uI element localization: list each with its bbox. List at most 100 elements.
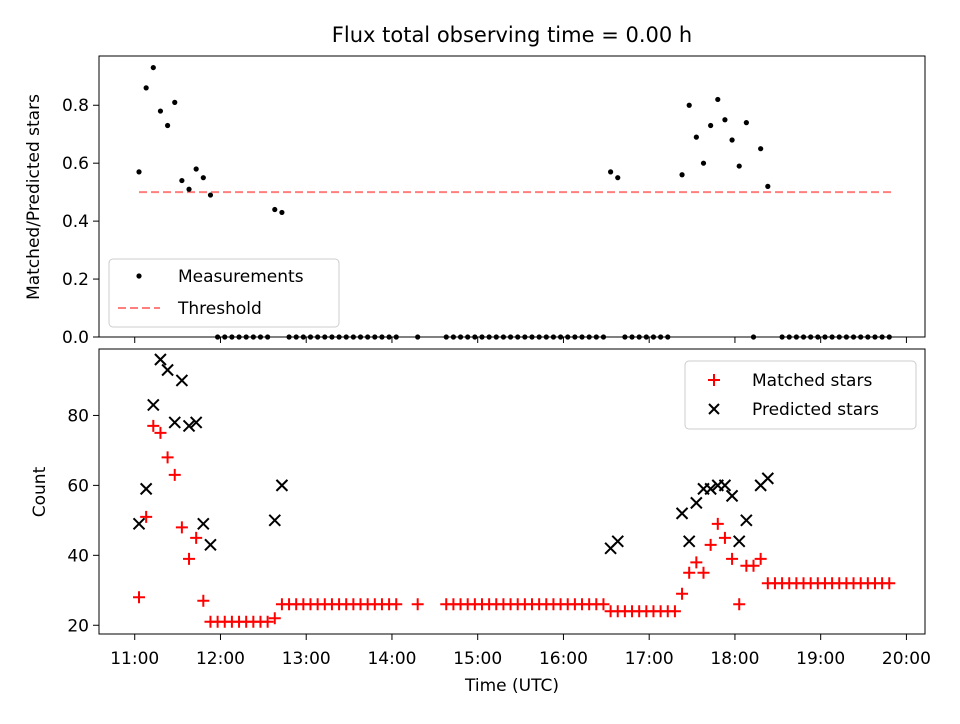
bottom-y-ticks: 20 40 60 80: [67, 406, 99, 636]
matched-star-point: [704, 538, 717, 551]
predicted-star-point: [718, 479, 732, 492]
matched-star-point: [726, 552, 739, 565]
matched-star-point: [754, 552, 767, 565]
matched-star-point: [261, 615, 274, 628]
measurement-point: [186, 186, 192, 192]
measurement-point: [679, 172, 685, 178]
measurement-point: [736, 163, 742, 169]
measurement-point: [193, 166, 199, 172]
measurement-point: [722, 117, 728, 123]
top-legend-box: [108, 258, 340, 328]
bottom-plot-frame: [98, 348, 926, 635]
predicted-star-point: [139, 482, 153, 496]
predicted-star-point: [189, 416, 203, 429]
predicted-star-point: [682, 535, 696, 548]
predicted-star-point: [611, 535, 624, 548]
predicted-star-point: [182, 419, 196, 433]
top-y-tick-label: 0.2: [62, 270, 89, 290]
matched-star-point: [197, 594, 210, 607]
matched-star-point: [154, 426, 167, 439]
predicted-star-point: [161, 363, 174, 377]
matched-star-point: [733, 598, 746, 611]
measurement-point: [207, 192, 214, 198]
predicted-star-point: [275, 479, 289, 492]
bottom-x-tick-label: 14:00: [367, 649, 416, 669]
measurement-point: [164, 122, 171, 129]
matched-star-point: [668, 605, 681, 618]
predicted-star-point: [761, 472, 775, 485]
matched-star-point: [597, 598, 610, 611]
matched-star-point: [683, 566, 696, 579]
measurement-point: [708, 122, 714, 129]
matched-star-point: [175, 521, 188, 534]
measurement-point: [743, 120, 749, 126]
top-plot-frame: [98, 55, 926, 338]
measurement-point: [693, 134, 699, 140]
measurement-point: [729, 137, 735, 143]
top-y-tick-label: 0.0: [62, 328, 89, 348]
matched-star-point: [147, 419, 160, 432]
bottom-x-axis-label: Time (UTC): [464, 676, 559, 696]
top-legend: Measurements Threshold: [108, 258, 340, 328]
measurement-point: [765, 183, 771, 189]
matched-star-point: [711, 517, 724, 530]
predicted-star-point: [175, 374, 189, 387]
top-y-axis-label: Matched/Predicted stars: [24, 94, 44, 300]
bottom-x-tick-label: 15:00: [453, 649, 502, 669]
predicted-star-point: [132, 517, 146, 531]
bottom-legend-box: [684, 360, 917, 430]
matched-star-point: [190, 531, 203, 544]
legend-measurements-label: Measurements: [178, 267, 304, 287]
measurement-point: [608, 169, 614, 175]
measurement-point: [758, 146, 764, 152]
top-chart-title: Flux total observing time = 0.00 h: [332, 23, 692, 47]
predicted-star-point: [675, 507, 689, 520]
bottom-x-tick-label: 20:00: [882, 649, 931, 669]
measurement-point: [172, 99, 178, 105]
legend-predicted-marker: [708, 403, 720, 415]
matched-star-point: [411, 598, 424, 611]
measurement-point: [200, 175, 206, 181]
top-y-tick-label: 0.6: [62, 154, 89, 174]
measurement-point: [157, 108, 164, 114]
matched-star-point: [390, 598, 403, 611]
legend-matched-label: Matched stars: [752, 371, 872, 391]
bottom-x-tick-label: 18:00: [710, 649, 759, 669]
bottom-x-tick-label: 17:00: [625, 649, 674, 669]
bottom-legend: Matched stars Predicted stars: [684, 360, 917, 430]
measurement-point: [136, 169, 142, 175]
predicted-star-point: [168, 416, 181, 429]
top-axes: 0.00.20.40.60.8 Matched/Predicted stars …: [24, 55, 926, 348]
bottom-y-tick-label: 80: [67, 406, 89, 426]
bottom-data-markers: [132, 353, 896, 628]
bottom-x-tick-label: 19:00: [796, 649, 845, 669]
measurement-point: [615, 175, 621, 181]
top-y-tick-label: 0.8: [62, 96, 89, 116]
predicted-star-point: [147, 398, 160, 412]
measurement-point: [279, 209, 285, 216]
matched-star-point: [140, 510, 153, 523]
measurement-point: [715, 96, 721, 103]
bottom-x-ticks: 11:00 12:00 13:00 14:00 15:00 16:00 17:00 18:00…: [110, 634, 931, 669]
bottom-y-tick-label: 20: [67, 616, 89, 636]
measurement-point: [150, 64, 156, 71]
measurement-point: [700, 160, 707, 166]
top-y-tick-label: 0.4: [62, 212, 89, 232]
bottom-x-tick-label: 11:00: [110, 649, 159, 669]
predicted-star-point: [690, 496, 703, 510]
matched-star-point: [747, 559, 760, 572]
predicted-star-point: [197, 517, 210, 531]
legend-threshold-label: Threshold: [177, 299, 262, 319]
matched-star-point: [161, 451, 174, 464]
legend-measurements-marker: [136, 273, 142, 279]
matched-star-point: [718, 531, 731, 544]
top-y-ticks: 0.0 0.2 0.4 0.6 0.8: [62, 96, 99, 348]
measurement-point: [272, 206, 278, 213]
bottom-x-tick-label: 12:00: [196, 649, 245, 669]
matched-star-point: [883, 577, 896, 590]
measurement-point: [143, 85, 149, 91]
bottom-y-axis-label: Count: [30, 466, 50, 517]
measurement-point: [179, 177, 185, 184]
predicted-star-point: [740, 514, 753, 527]
